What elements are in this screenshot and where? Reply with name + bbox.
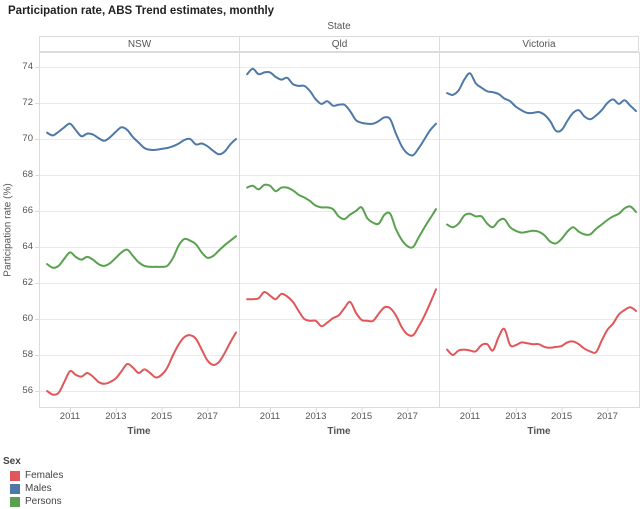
series-line-females-victoria (446, 306, 637, 356)
y-tick-mark (35, 247, 39, 248)
panel-header-victoria: Victoria (439, 36, 639, 52)
x-tick-label-nsw-2011: 2011 (59, 411, 81, 422)
x-tick-label-victoria-2011: 2011 (459, 411, 481, 422)
x-axis-title-nsw: Time (127, 426, 151, 437)
legend-swatch-females (10, 470, 20, 481)
panel-header-nsw: NSW (39, 36, 239, 52)
facet-strip-title: State (327, 21, 351, 32)
y-tick-label-68: 68 (22, 169, 33, 180)
legend-item-males: Males (10, 482, 63, 495)
chart-title: Participation rate, ABS Trend estimates,… (8, 5, 275, 17)
x-axis-title-victoria: Time (527, 426, 551, 437)
series-line-females-nsw (46, 331, 237, 396)
y-tick-label-58: 58 (22, 349, 33, 360)
series-line-males-nsw (46, 122, 237, 156)
y-tick-mark (35, 391, 39, 392)
x-tick-label-victoria-2013: 2013 (505, 411, 527, 422)
x-tick-label-qld-2013: 2013 (305, 411, 327, 422)
x-tick-label-nsw-2015: 2015 (151, 411, 173, 422)
series-line-persons-victoria (446, 205, 637, 245)
series-line-persons-nsw (46, 235, 237, 269)
legend-title: Sex (3, 456, 21, 467)
y-tick-mark (35, 139, 39, 140)
legend-label-persons: Persons (25, 496, 62, 507)
y-tick-mark (35, 319, 39, 320)
legend-item-females: Females (10, 469, 63, 482)
y-tick-label-62: 62 (22, 277, 33, 288)
series-line-females-qld (246, 288, 437, 337)
panel-border (39, 52, 240, 408)
x-tick-label-nsw-2013: 2013 (105, 411, 127, 422)
panel-header-qld: Qld (239, 36, 439, 52)
x-tick-label-victoria-2015: 2015 (551, 411, 573, 422)
y-tick-mark (35, 283, 39, 284)
series-line-persons-qld (246, 183, 437, 249)
y-tick-label-64: 64 (22, 241, 33, 252)
y-tick-label-60: 60 (22, 313, 33, 324)
y-tick-label-70: 70 (22, 133, 33, 144)
x-tick-label-qld-2015: 2015 (351, 411, 373, 422)
legend-swatch-persons (10, 496, 20, 507)
x-tick-label-qld-2011: 2011 (259, 411, 281, 422)
legend: Sex Females Males Persons (3, 456, 63, 508)
x-axis-title-qld: Time (327, 426, 351, 437)
y-tick-label-72: 72 (22, 97, 33, 108)
y-tick-mark (35, 355, 39, 356)
x-tick-label-qld-2017: 2017 (396, 411, 418, 422)
legend-label-males: Males (25, 483, 52, 494)
series-line-males-victoria (446, 72, 637, 133)
y-tick-mark (35, 175, 39, 176)
panel-border (439, 52, 640, 408)
series-line-males-qld (246, 67, 437, 157)
x-tick-label-nsw-2017: 2017 (196, 411, 218, 422)
x-tick-label-victoria-2017: 2017 (596, 411, 618, 422)
plot-panel-qld (239, 52, 440, 412)
plot-panel-victoria (439, 52, 640, 412)
y-tick-label-56: 56 (22, 385, 33, 396)
legend-label-females: Females (25, 470, 64, 481)
y-tick-label-74: 74 (22, 61, 33, 72)
y-tick-mark (35, 67, 39, 68)
panel-border (239, 52, 440, 408)
legend-swatch-males (10, 483, 20, 494)
y-tick-mark (35, 211, 39, 212)
plot-panel-nsw (39, 52, 240, 412)
y-tick-mark (35, 103, 39, 104)
y-tick-label-66: 66 (22, 205, 33, 216)
facet-panel-headers: NSW Qld Victoria (39, 36, 639, 52)
legend-item-persons: Persons (10, 495, 63, 508)
